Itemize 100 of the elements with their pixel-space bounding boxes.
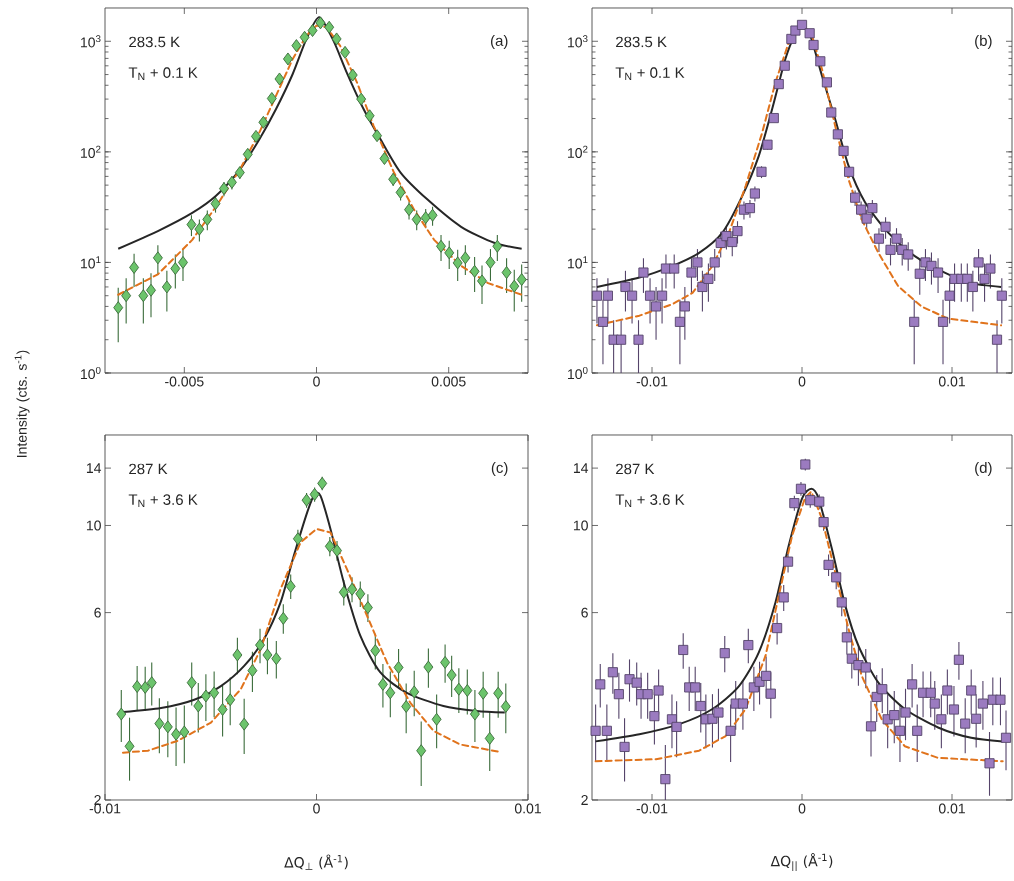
annotation: (b): [975, 34, 992, 49]
point: [453, 682, 464, 696]
point: [285, 579, 296, 593]
y-tick-label: 14: [573, 463, 589, 473]
point: [283, 52, 293, 66]
point: [477, 274, 487, 288]
point: [469, 707, 480, 721]
y-axis-title: Intensity (cts. s$^{-1}$): [14, 350, 30, 457]
point: [219, 182, 229, 196]
line-series: [121, 527, 501, 754]
point: [226, 175, 237, 189]
point: [209, 686, 220, 700]
y-tick-label: 10$^{1}$: [81, 256, 101, 269]
point: [271, 652, 282, 666]
point: [307, 24, 318, 38]
point: [355, 587, 366, 601]
point: [194, 222, 205, 236]
point: [129, 261, 140, 274]
point: [262, 648, 273, 662]
point: [436, 239, 446, 253]
annotation: T$_{N}$ + 0.1 K: [128, 67, 198, 81]
point: [379, 152, 390, 165]
point: [292, 532, 303, 546]
point: [452, 256, 463, 270]
x-axis-title: ΔQ$_{⊥}$ (Å$^{-1}$): [284, 854, 348, 870]
point: [179, 725, 190, 739]
point: [317, 476, 328, 490]
y-tick-label: 14: [86, 463, 102, 473]
point: [469, 264, 480, 278]
x-axis-title: ΔQ$_{||}$ (Å$^{-1}$): [770, 853, 833, 871]
point: [340, 45, 351, 59]
y-tick-label: 6: [581, 607, 588, 618]
x-tick-label: -0.01: [636, 803, 668, 814]
point: [500, 700, 511, 713]
point: [385, 686, 396, 700]
y-tick-label: 2: [94, 795, 101, 805]
point: [444, 246, 455, 260]
point: [171, 727, 182, 741]
point: [409, 685, 420, 699]
point: [331, 32, 342, 46]
y-tick-label: 10$^{0}$: [568, 366, 588, 380]
point: [492, 239, 503, 253]
y-tick-label: 10: [86, 520, 101, 531]
point: [247, 664, 258, 678]
point: [193, 699, 204, 713]
point: [113, 301, 124, 315]
point: [116, 707, 127, 721]
point: [485, 255, 496, 269]
point: [493, 686, 504, 700]
point: [388, 172, 399, 186]
y-tick-label: 10$^{2}$: [568, 145, 588, 158]
point: [356, 92, 367, 106]
point: [484, 731, 495, 745]
point: [291, 39, 302, 53]
point: [370, 644, 381, 658]
annotation: T$_{N}$ + 3.6 K: [128, 494, 198, 508]
annotation: 283.5 K: [616, 36, 667, 48]
point: [372, 129, 382, 143]
y-tick-label: 10$^{3}$: [568, 35, 588, 48]
point: [278, 611, 289, 625]
annotation: 283.5 K: [129, 36, 180, 48]
point: [258, 115, 269, 129]
point: [478, 686, 489, 700]
point: [232, 648, 243, 662]
y-tick-label: 10: [573, 520, 588, 531]
point: [200, 689, 211, 703]
point: [416, 744, 427, 758]
point: [401, 700, 412, 713]
y-tick-label: 10$^{0}$: [81, 366, 101, 380]
point: [154, 717, 165, 731]
annotation: 287 K: [129, 463, 168, 475]
point: [255, 638, 265, 652]
point: [124, 739, 135, 753]
point: [509, 279, 520, 293]
point: [274, 72, 285, 86]
point: [377, 677, 388, 691]
x-tick-label: 0: [798, 376, 806, 387]
point: [121, 289, 132, 303]
point: [362, 601, 373, 615]
point: [234, 166, 245, 179]
point: [301, 493, 312, 507]
point: [393, 661, 404, 674]
point: [152, 251, 163, 265]
point: [210, 197, 221, 211]
point: [132, 680, 143, 694]
point: [266, 92, 277, 105]
point: [138, 289, 149, 303]
point: [242, 147, 253, 161]
point: [395, 185, 406, 199]
annotation: (d): [975, 461, 992, 476]
x-tick-label: 0.01: [938, 376, 965, 387]
x-tick-label: 0: [313, 376, 320, 387]
point: [186, 676, 197, 690]
annotation: T$_{N}$ + 0.1 K: [615, 67, 685, 81]
point: [315, 16, 326, 30]
point: [516, 273, 527, 286]
point: [404, 203, 414, 217]
point: [162, 720, 173, 734]
point: [161, 280, 172, 294]
point: [324, 20, 335, 34]
